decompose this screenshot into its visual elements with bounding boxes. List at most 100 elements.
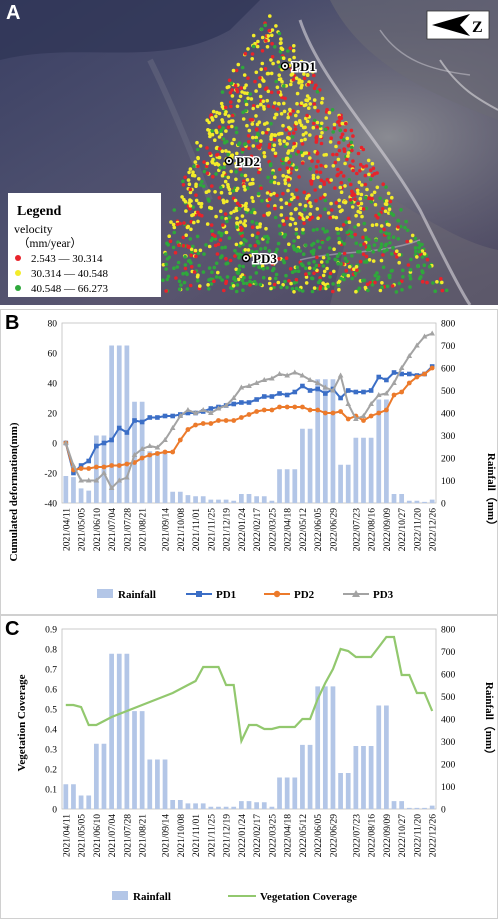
velocity-point <box>259 102 263 107</box>
velocity-point <box>284 156 289 161</box>
velocity-point <box>214 214 218 219</box>
velocity-point <box>350 148 354 153</box>
velocity-point <box>210 270 214 275</box>
velocity-point <box>274 112 279 117</box>
velocity-point <box>289 73 294 77</box>
velocity-point <box>257 146 262 150</box>
velocity-point <box>311 125 316 130</box>
north-arrow-letter: Z <box>472 19 483 36</box>
velocity-point <box>348 164 352 168</box>
velocity-point <box>286 188 290 193</box>
velocity-point <box>241 281 246 286</box>
velocity-point <box>276 132 281 136</box>
velocity-point <box>359 201 364 206</box>
velocity-point <box>251 44 256 49</box>
velocity-point <box>339 135 344 140</box>
velocity-point <box>270 132 274 137</box>
velocity-point <box>294 165 299 170</box>
velocity-point <box>347 220 352 224</box>
x-tick-label: 2021/12/19 <box>223 814 233 858</box>
point-pd2 <box>208 421 214 426</box>
velocity-point <box>298 249 303 253</box>
point-pd3: PD3 <box>241 250 279 268</box>
velocity-point <box>189 253 193 258</box>
point-pd2 <box>399 389 405 395</box>
velocity-point <box>208 151 212 156</box>
velocity-point <box>318 134 323 139</box>
velocity-point <box>251 106 255 111</box>
point-pd3 <box>429 330 435 336</box>
velocity-point <box>387 236 391 240</box>
velocity-point <box>257 170 261 175</box>
x-tick-label: 2021/04/11 <box>62 814 72 857</box>
velocity-point <box>246 76 250 80</box>
velocity-point <box>222 200 226 205</box>
x-tick-label: 2022/03/25 <box>268 508 278 552</box>
velocity-point <box>366 288 370 293</box>
velocity-point <box>259 27 264 32</box>
velocity-point <box>311 249 316 254</box>
velocity-point <box>350 145 354 150</box>
velocity-point <box>272 133 277 137</box>
velocity-point <box>227 187 232 192</box>
velocity-point <box>431 281 435 285</box>
velocity-point <box>283 248 288 253</box>
velocity-point <box>397 252 402 257</box>
velocity-point <box>327 256 331 261</box>
point-pd3 <box>330 387 336 393</box>
point-pd3 <box>414 342 420 348</box>
velocity-point <box>331 215 336 219</box>
velocity-point <box>194 254 198 259</box>
velocity-point <box>409 239 413 243</box>
deformation-chart-svg: B -40 -20 0 20 40 60 80 0 100 200 300 400 500 600 700… <box>0 309 498 615</box>
point-pd3 <box>169 425 176 430</box>
velocity-point <box>337 140 341 145</box>
velocity-point <box>269 192 273 197</box>
velocity-point <box>341 223 346 227</box>
velocity-point <box>254 261 259 266</box>
velocity-point <box>278 49 283 54</box>
velocity-point <box>235 164 239 168</box>
legend-class-yellow: 30.314 — 40.548 <box>15 268 109 280</box>
velocity-point <box>309 80 314 84</box>
velocity-point <box>241 147 245 152</box>
velocity-point <box>337 236 341 241</box>
velocity-point <box>292 239 296 243</box>
velocity-point <box>316 159 320 164</box>
velocity-point <box>243 203 247 208</box>
velocity-point <box>234 242 239 247</box>
point-pd3 <box>383 390 390 396</box>
velocity-point <box>266 104 271 108</box>
velocity-point <box>415 255 419 259</box>
y2-tick-label: 0 <box>441 500 446 510</box>
velocity-point <box>345 136 350 141</box>
velocity-point <box>241 264 245 269</box>
velocity-point <box>273 151 278 156</box>
velocity-point <box>332 247 336 251</box>
point-pd1 <box>368 388 374 393</box>
velocity-point <box>206 283 210 287</box>
point-pd2 <box>216 418 221 423</box>
velocity-point <box>208 134 212 139</box>
point-pd2 <box>300 404 305 410</box>
rainfall-bar <box>78 488 84 504</box>
velocity-point <box>172 230 177 235</box>
velocity-point <box>281 123 285 128</box>
velocity-point <box>288 127 293 131</box>
velocity-point <box>278 41 283 46</box>
velocity-point <box>274 250 278 255</box>
velocity-point <box>293 221 298 226</box>
velocity-point <box>369 200 374 204</box>
velocity-point <box>255 44 260 49</box>
velocity-point <box>255 235 259 239</box>
velocity-point <box>184 233 188 237</box>
rainfall-bar <box>406 500 412 503</box>
velocity-point <box>229 104 233 109</box>
velocity-point <box>279 37 283 41</box>
velocity-point <box>212 265 217 270</box>
velocity-point <box>286 115 291 120</box>
velocity-point <box>223 179 228 184</box>
velocity-point <box>204 164 209 169</box>
velocity-point <box>313 105 317 110</box>
velocity-point <box>422 252 427 256</box>
